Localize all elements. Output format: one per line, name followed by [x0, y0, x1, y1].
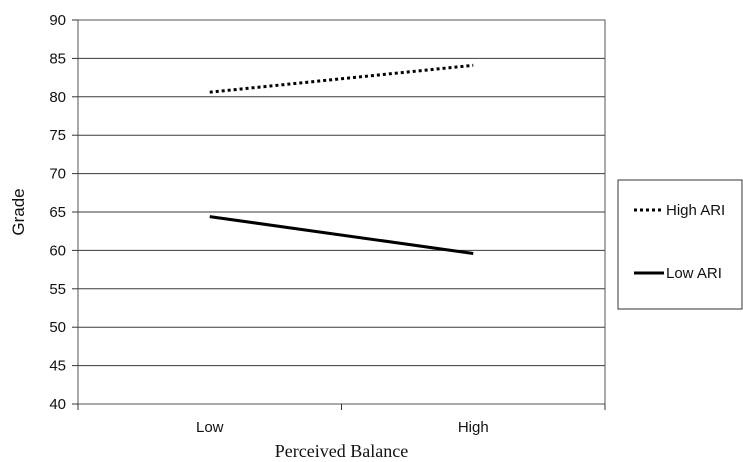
y-tick-label: 60 — [49, 242, 66, 259]
y-tick-label: 90 — [49, 12, 66, 29]
y-tick-label: 70 — [49, 166, 66, 183]
y-axis-title: Grade — [9, 188, 28, 235]
x-tick-label-high: High — [458, 419, 489, 436]
series-lines — [209, 63, 474, 255]
legend-label-low-ari: Low ARI — [666, 265, 722, 282]
legend-box — [617, 179, 743, 310]
y-tick-label: 50 — [49, 319, 66, 336]
y-tick-label: 80 — [49, 89, 66, 106]
x-tick-label-low: Low — [196, 419, 224, 436]
y-tick-label: 85 — [49, 50, 66, 67]
y-tick-label: 75 — [49, 127, 66, 144]
axes: 40 45 50 55 60 65 70 75 80 85 90 Low High — [49, 12, 606, 436]
y-tick-label: 65 — [49, 204, 66, 221]
legend: High ARI Low ARI — [617, 179, 743, 310]
legend-label-high-ari: High ARI — [666, 202, 725, 219]
y-tick-label: 40 — [49, 396, 66, 413]
y-tick-label: 45 — [49, 358, 66, 375]
x-axis-title: Perceived Balance — [275, 441, 408, 461]
y-tick-label: 55 — [49, 281, 66, 298]
series-line-high-ari — [209, 63, 474, 94]
series-line-low-ari — [209, 215, 474, 255]
